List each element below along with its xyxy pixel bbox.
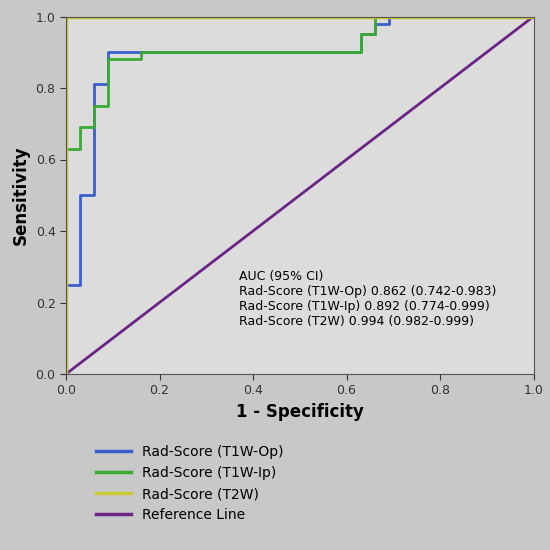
X-axis label: 1 - Specificity: 1 - Specificity: [236, 403, 364, 421]
Legend: Rad-Score (T1W-Op), Rad-Score (T1W-Ip), Rad-Score (T2W), Reference Line: Rad-Score (T1W-Op), Rad-Score (T1W-Ip), …: [96, 446, 284, 522]
Y-axis label: Sensitivity: Sensitivity: [12, 145, 30, 245]
Text: AUC (95% CI)
Rad-Score (T1W-Op) 0.862 (0.742-0.983)
Rad-Score (T1W-Ip) 0.892 (0.: AUC (95% CI) Rad-Score (T1W-Op) 0.862 (0…: [239, 270, 496, 327]
